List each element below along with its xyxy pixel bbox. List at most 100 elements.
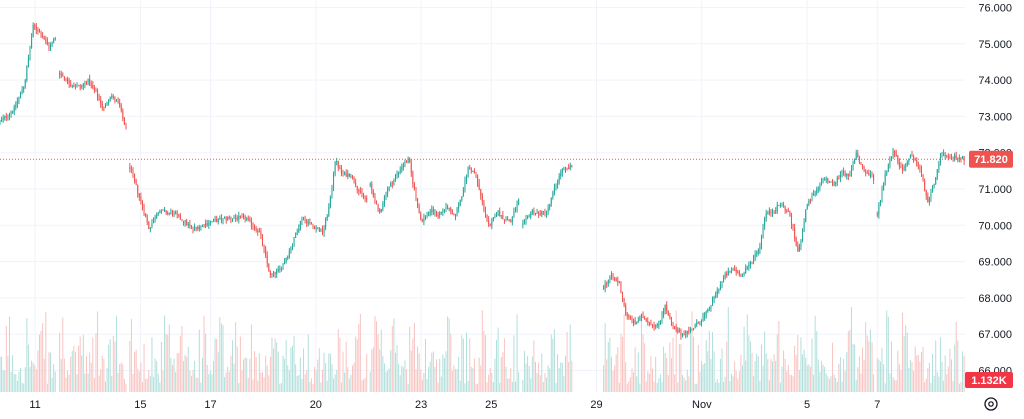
volume-bar bbox=[500, 357, 502, 392]
candle-body bbox=[481, 195, 483, 202]
candle-body bbox=[943, 153, 945, 156]
candle-body bbox=[129, 167, 131, 169]
volume-bar bbox=[95, 333, 97, 392]
volume-bar bbox=[564, 355, 566, 392]
candle-body bbox=[564, 167, 566, 169]
volume-bar bbox=[74, 352, 76, 392]
candle-body bbox=[351, 176, 353, 178]
candle-body bbox=[74, 86, 76, 88]
candle-body bbox=[928, 198, 930, 203]
volume-bar bbox=[941, 361, 943, 392]
candle-body bbox=[470, 168, 472, 172]
volume-bar bbox=[285, 339, 287, 392]
volume-bar bbox=[699, 371, 701, 392]
volume-bar bbox=[241, 370, 243, 392]
candle-body bbox=[179, 215, 181, 220]
volume-bar bbox=[505, 366, 507, 392]
volume-bar bbox=[224, 376, 226, 392]
candle-body bbox=[34, 25, 36, 27]
volume-bar bbox=[778, 320, 780, 392]
volume-bar bbox=[213, 361, 215, 392]
volume-bar bbox=[415, 369, 417, 392]
x-axis[interactable]: 11 15 17 20 23 25 29 Nov 5 7 bbox=[29, 399, 880, 411]
candle-body bbox=[710, 305, 712, 309]
volume-bar bbox=[344, 372, 346, 392]
volume-bar bbox=[220, 323, 222, 392]
candle-body bbox=[230, 217, 232, 220]
volume-bar bbox=[507, 378, 509, 392]
volume-bar bbox=[869, 329, 871, 392]
candle-body bbox=[38, 31, 40, 33]
volume-bar bbox=[960, 381, 962, 392]
volume-bar bbox=[677, 382, 679, 392]
candle-body bbox=[424, 215, 426, 218]
candle-body bbox=[412, 172, 414, 184]
volume-layer bbox=[0, 307, 965, 392]
volume-bar bbox=[426, 379, 428, 392]
candle-body bbox=[108, 100, 110, 103]
candle-body bbox=[954, 155, 956, 160]
volume-bar bbox=[298, 375, 300, 392]
candle-body bbox=[285, 258, 287, 262]
volume-bar bbox=[32, 362, 34, 392]
candle-body bbox=[8, 114, 10, 117]
volume-bar bbox=[950, 359, 952, 392]
candle-body bbox=[409, 158, 411, 163]
candle-body bbox=[348, 173, 350, 177]
candle-body bbox=[820, 181, 822, 185]
volume-bar bbox=[103, 358, 105, 392]
candle-body bbox=[863, 168, 865, 172]
volume-bar bbox=[652, 368, 654, 392]
chart-settings-button[interactable] bbox=[984, 397, 998, 411]
candle-body bbox=[325, 218, 327, 228]
candle-body bbox=[486, 215, 488, 221]
candle-body bbox=[854, 159, 856, 164]
volume-bar bbox=[67, 370, 69, 392]
volume-bar bbox=[336, 369, 338, 392]
candle-body bbox=[557, 182, 559, 186]
candle-body bbox=[284, 261, 286, 264]
volume-bar bbox=[458, 356, 460, 392]
gear-icon[interactable] bbox=[984, 397, 998, 411]
candle-body bbox=[925, 189, 927, 197]
volume-bar bbox=[16, 380, 18, 392]
x-tick-label: 7 bbox=[874, 399, 880, 411]
volume-bar bbox=[7, 355, 9, 392]
candle-body bbox=[887, 164, 889, 172]
candle-body bbox=[868, 173, 870, 176]
candle-body bbox=[708, 308, 710, 310]
candle-body bbox=[140, 196, 142, 202]
candle-body bbox=[645, 318, 647, 321]
candle-body bbox=[705, 311, 707, 315]
volume-bar bbox=[280, 382, 282, 392]
candle-body bbox=[236, 218, 238, 220]
candle-body bbox=[792, 224, 794, 229]
candle-body bbox=[146, 216, 148, 223]
candle-body bbox=[841, 171, 843, 175]
volume-bar bbox=[318, 348, 320, 392]
candle-body bbox=[860, 161, 862, 165]
candle-body bbox=[13, 106, 15, 112]
volume-bar bbox=[770, 359, 772, 392]
candle-body bbox=[852, 163, 854, 169]
candle-body bbox=[37, 29, 39, 32]
volume-bar bbox=[650, 355, 652, 392]
y-axis[interactable]: 76.00075.00074.00073.00072.00071.00070.0… bbox=[978, 3, 1012, 378]
volume-bar bbox=[145, 378, 147, 392]
volume-bar bbox=[962, 351, 964, 392]
volume-bar bbox=[886, 310, 888, 392]
volume-bar bbox=[71, 350, 73, 392]
volume-bar bbox=[909, 359, 911, 392]
volume-bar bbox=[409, 326, 411, 392]
candle-body bbox=[306, 220, 308, 224]
candle-body bbox=[16, 100, 18, 106]
candle-body bbox=[783, 204, 785, 207]
candle-body bbox=[447, 206, 449, 209]
volume-bar bbox=[380, 329, 382, 392]
candle-body bbox=[480, 189, 482, 196]
candle-body bbox=[383, 197, 385, 204]
volume-bar bbox=[477, 383, 479, 392]
volume-bar bbox=[8, 316, 10, 392]
